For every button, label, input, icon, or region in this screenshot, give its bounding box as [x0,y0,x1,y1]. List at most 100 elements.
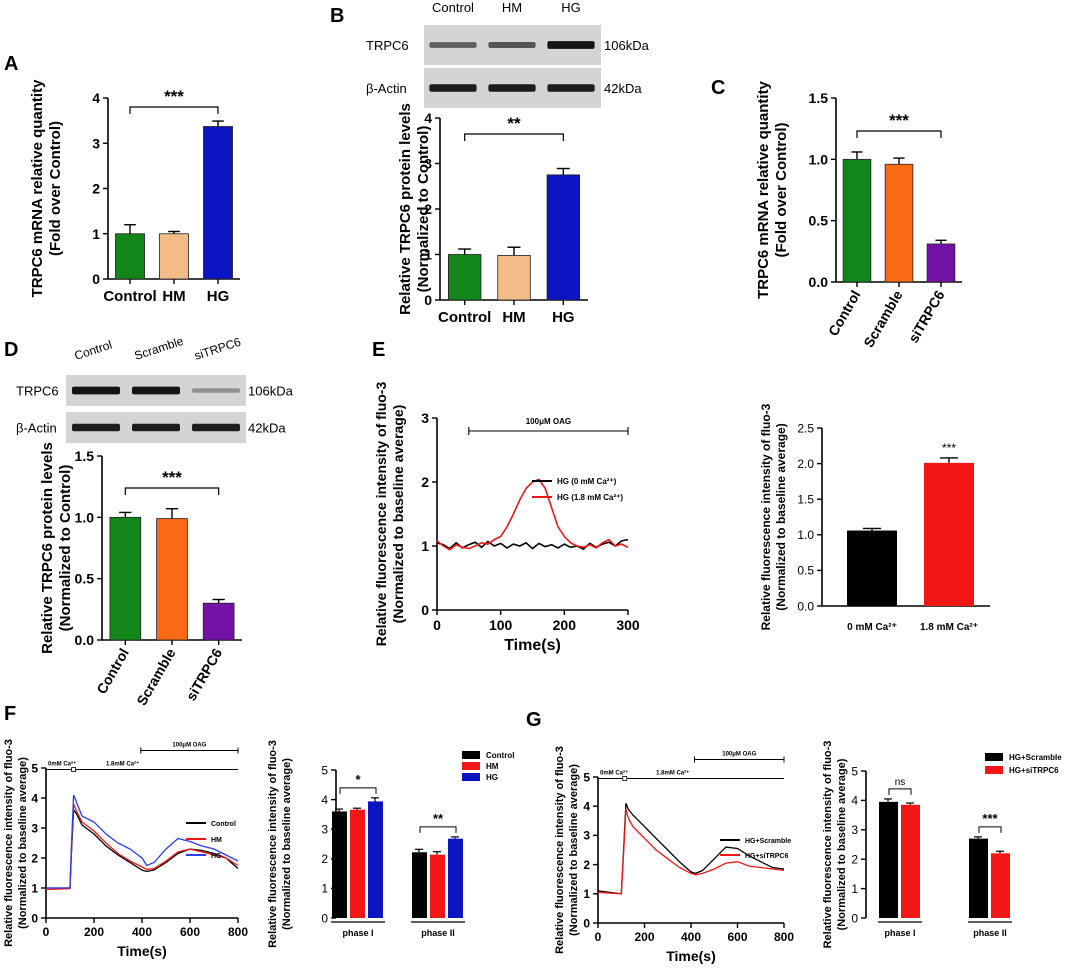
bar-control [447,254,482,301]
trace-hg [46,794,239,889]
x-tick-label: phase I [884,928,915,938]
significance-bracket [129,106,219,114]
x-tick-label: Scramble [860,287,905,350]
y-tick-label: 5 [583,770,590,784]
bar-0 [847,530,897,606]
y-tick-label: 3 [31,821,38,835]
oag-label: 100μM OAG [722,751,756,757]
y-tick-label: 1 [851,882,858,896]
y-axis-title: Relative fluorescence intensity of fluo-… [554,746,566,954]
x-tick-label: 0 [433,617,441,633]
bar-control [115,233,145,280]
blot-row-label: β-Actin [366,81,407,96]
y-axis-subtitle: (Fold over Control) [773,123,790,258]
western-blot-b: Control HM HG TRPC6 106kDa β-Actin 42kDa [366,0,650,108]
x-tick-label: 600 [180,925,200,939]
x-tick-label: 200 [84,925,104,939]
legend-label: HG (1.8 mM Ca²⁺) [557,493,623,502]
x-tick-label: siTRPC6 [183,645,226,703]
blot-row-label: β-Actin [16,421,57,436]
y-tick-label: 3 [851,823,858,837]
y-axis-title: Relative TRPC6 protein levels [397,103,414,315]
significance-label: ** [507,114,521,133]
x-tick-label: 200 [634,930,654,944]
ca0-label: 0mM Ca²⁺ [48,761,76,768]
y-tick-label: 0 [583,916,590,930]
blot-row-label: TRPC6 [16,384,59,399]
bar-hg [368,801,383,918]
bar-1 [924,462,974,606]
x-tick-label: phase I [342,928,373,938]
y-tick-label: 1 [424,247,432,263]
blot-band [132,423,180,432]
bar-hg [203,126,233,280]
significance-label: *** [164,87,184,106]
significance-bracket [464,133,564,141]
x-tick-label: 1.8 mM Ca²⁺ [920,622,978,633]
trace-control [46,808,239,889]
trace-hm [45,803,239,891]
x-axis-title: Time(s) [504,637,561,654]
y-axis-title: Relative TRPC6 protein levels [39,442,56,654]
chart-g-trace: 0 1 2 3 4 5 Relative fluorescence intensity of… [554,746,794,964]
bar-hg-sitrpc6 [901,804,920,918]
y-tick-label: 0 [851,911,858,925]
x-tick-label: Control [438,309,491,326]
legend-label: HM [486,762,499,771]
x-tick-label: Scramble [133,645,178,708]
y-tick-label: 2 [92,181,100,197]
significance-bracket [124,487,220,495]
y-tick-label: 2 [424,201,432,217]
y-tick-label: 2 [31,851,38,865]
blot-band [192,388,240,393]
y-tick-label: 4 [583,800,590,814]
ca0-label: 0mM Ca²⁺ [600,769,628,776]
lane-label: Control [432,0,474,15]
bar-control [412,852,427,918]
y-tick-label: 3 [421,410,429,426]
bar-scramble [884,163,914,283]
legend-swatch [985,753,1003,761]
bar-scramble [156,518,188,641]
legend-label: HG+siTRPC6 [1009,766,1059,775]
y-tick-label: 0.0 [809,274,829,290]
ca-switch-marker [71,767,76,772]
significance-label: * [355,772,361,787]
x-tick-label: Control [103,288,156,305]
y-tick-label: 0.0 [75,632,95,648]
y-tick-label: 4 [851,794,858,808]
blot-band [488,84,536,92]
bar-hm [159,233,189,280]
y-tick-label: 0.5 [75,571,95,587]
chart-e-bar: 0.0 0.5 1.0 1.5 2.0 2.5 Relative fluorescence … [759,403,990,633]
chart-d: 0.0 0.5 1.0 1.5 Relative TRPC6 protein level… [39,442,242,708]
blot-band [132,386,180,395]
lane-label: siTRPC6 [193,335,243,363]
y-tick-label: 1 [583,887,590,901]
y-tick-label: 1 [421,538,429,554]
y-tick-label: 1.5 [809,90,829,106]
y-tick-label: 0 [31,911,38,925]
chart-a: 0 1 2 3 4 TRPC6 mRNA relative quantity (Fold o… [29,79,240,305]
bar-hg-scramble [879,801,898,918]
x-tick-label: 200 [553,617,577,633]
y-tick-label: 1.0 [75,509,95,525]
blot-kda-label: 106kDa [248,384,294,399]
significance-label: *** [942,441,956,455]
y-tick-label: 2 [321,852,328,866]
y-axis-subtitle: (Normalized to baseline average) [774,423,788,610]
x-tick-label: HG [552,309,575,326]
significance-bracket [419,826,457,833]
y-tick-label: 4 [321,793,328,807]
y-axis-subtitle: (Normalized to baseline average) [836,758,848,930]
y-axis-subtitle: (Normalized to baseline average) [568,764,580,936]
y-axis-subtitle: (Normalized to baseline average) [17,757,29,929]
legend-label: HG+Scramble [1009,753,1062,762]
blot-band [547,84,595,92]
significance-bracket [339,787,377,794]
y-axis-subtitle: (Normalized to Control) [415,126,432,293]
blot-band [429,84,477,92]
panel-label-g: G [526,709,542,731]
blot-kda-label: 42kDa [604,81,642,96]
chart-c: 0.0 0.5 1.0 1.5 TRPC6 mRNA relative quantity… [755,80,962,350]
